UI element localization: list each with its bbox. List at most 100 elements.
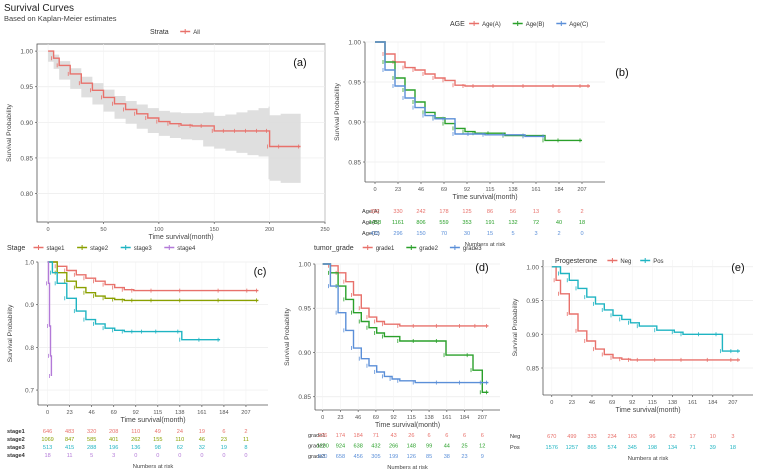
risk-value: 11 <box>67 453 73 459</box>
risk-value: 132 <box>508 220 517 226</box>
chart-panel-e: 0.85 0.90 0.95 1.00 0 23 46 69 92 115 138 161 184 207… <box>510 258 753 462</box>
risk-value: 333 <box>587 434 596 440</box>
x-tick-label: 184 <box>554 187 563 193</box>
survival-curve-stage3 <box>47 261 221 341</box>
risk-value: 184 <box>353 433 362 439</box>
risk-value: 62 <box>177 445 183 451</box>
risk-value: 49 <box>155 429 161 435</box>
risk-value: 352 <box>370 209 379 215</box>
risk-value: 163 <box>628 434 637 440</box>
legend-e: Progesterone Neg Pos <box>555 258 664 265</box>
risk-value: 806 <box>416 220 425 226</box>
risk-value: 924 <box>336 444 345 450</box>
risk-value: 559 <box>439 220 448 226</box>
risk-value: 38 <box>444 454 450 460</box>
risk-table-title: Numbers at risk <box>133 464 174 470</box>
risk-row-label-grade3: grade3 <box>308 454 325 460</box>
figure-title: Survival Curves <box>4 3 75 14</box>
legend-label-stage3: stage3 <box>134 246 153 252</box>
legend-label-age(b): Age(B) <box>526 22 545 28</box>
x-tick-label: 115 <box>486 187 495 193</box>
risk-value: 9 <box>481 454 484 460</box>
risk-value: 110 <box>131 429 140 435</box>
y-axis-label: Survival Probability <box>6 104 13 162</box>
risk-value: 3 <box>731 434 734 440</box>
x-tick-label: 92 <box>391 415 397 421</box>
risk-value: 150 <box>416 231 425 237</box>
x-tick-label: 92 <box>464 187 470 193</box>
risk-table-e: Neg 670 499 333 234 163 96 62 17 10 3 Pos 1576 1257 86… <box>510 434 736 462</box>
y-tick-label: 0.80 <box>20 191 33 198</box>
risk-value: 23 <box>461 454 467 460</box>
y-axis-label: Survival Probability <box>284 308 291 366</box>
risk-value: 234 <box>607 434 616 440</box>
risk-value: 72 <box>533 220 539 226</box>
risk-value: 13 <box>533 209 539 215</box>
risk-value: 5 <box>90 453 93 459</box>
x-tick-label: 23 <box>569 400 575 406</box>
legend-title: AGE <box>450 21 465 28</box>
risk-value: 345 <box>628 445 637 451</box>
risk-value: 638 <box>353 444 362 450</box>
risk-value: 6 <box>445 433 448 439</box>
risk-value: 0 <box>200 453 203 459</box>
risk-value: 70 <box>441 231 447 237</box>
risk-value: 12 <box>479 444 485 450</box>
x-axis-label: Time survival(month) <box>148 234 213 241</box>
risk-value: 99 <box>426 444 432 450</box>
risk-value: 11 <box>243 437 249 443</box>
x-tick-label: 161 <box>197 410 206 416</box>
risk-value: 18 <box>579 220 585 226</box>
risk-value: 226 <box>318 433 327 439</box>
x-tick-label: 46 <box>589 400 595 406</box>
risk-value: 39 <box>710 445 716 451</box>
risk-value: 1257 <box>566 445 578 451</box>
y-tick-label: 1.00 <box>20 49 33 56</box>
risk-value: 56 <box>510 209 516 215</box>
x-tick-label: 0 <box>46 410 49 416</box>
risk-value: 8 <box>244 445 247 451</box>
chart-panel-c: 0.70.80.91.00 23 46 69 92 115 138 161 184 207Time… <box>7 245 268 470</box>
risk-value: 23 <box>221 437 227 443</box>
risk-value: 86 <box>487 209 493 215</box>
x-tick-label: 23 <box>67 410 73 416</box>
risk-value: 98 <box>155 445 161 451</box>
x-tick-label: 23 <box>337 415 343 421</box>
risk-row-label-stage4: stage4 <box>7 453 26 459</box>
chart-panel-a: 0.80 0.85 0.90 0.95 1.00 0 50 100 150 200 250 Time … <box>6 29 330 241</box>
risk-value: 585 <box>87 437 96 443</box>
x-tick-label: 184 <box>708 400 717 406</box>
y-tick-label: 0.85 <box>20 155 33 162</box>
x-tick-label: 207 <box>577 187 586 193</box>
survival-curve-all <box>48 50 301 148</box>
risk-value: 30 <box>464 231 470 237</box>
y-tick-label: 0.95 <box>20 84 33 91</box>
risk-value: 25 <box>461 444 467 450</box>
risk-value: 415 <box>65 445 74 451</box>
risk-row-label-grade2: grade2 <box>308 444 325 450</box>
risk-row-label-neg: Neg <box>510 434 520 440</box>
risk-value: 288 <box>87 445 96 451</box>
x-tick-label: 207 <box>241 410 250 416</box>
survival-curve-grade3 <box>322 263 489 384</box>
risk-value: 19 <box>221 445 227 451</box>
y-tick-label: 0.90 <box>526 332 539 339</box>
legend-title: Strata <box>150 29 169 36</box>
risk-value: 1200 <box>316 444 328 450</box>
risk-row-label-age(b): Age(B) <box>362 220 380 226</box>
x-tick-label: 46 <box>355 415 361 421</box>
risk-value: 155 <box>153 437 162 443</box>
risk-value: 110 <box>175 437 184 443</box>
figure-subtitle: Based on Kaplan-Meier estimates <box>4 14 117 23</box>
risk-value: 242 <box>416 209 425 215</box>
risk-value: 0 <box>222 453 225 459</box>
x-tick-label: 100 <box>154 227 163 233</box>
risk-value: 401 <box>109 437 118 443</box>
x-tick-label: 207 <box>478 415 487 421</box>
risk-value: 126 <box>407 454 416 460</box>
y-tick-label: 0.85 <box>298 394 311 401</box>
risk-value: 0 <box>178 453 181 459</box>
risk-value: 1458 <box>369 220 381 226</box>
y-axis-label: Survival Probability <box>512 298 519 356</box>
